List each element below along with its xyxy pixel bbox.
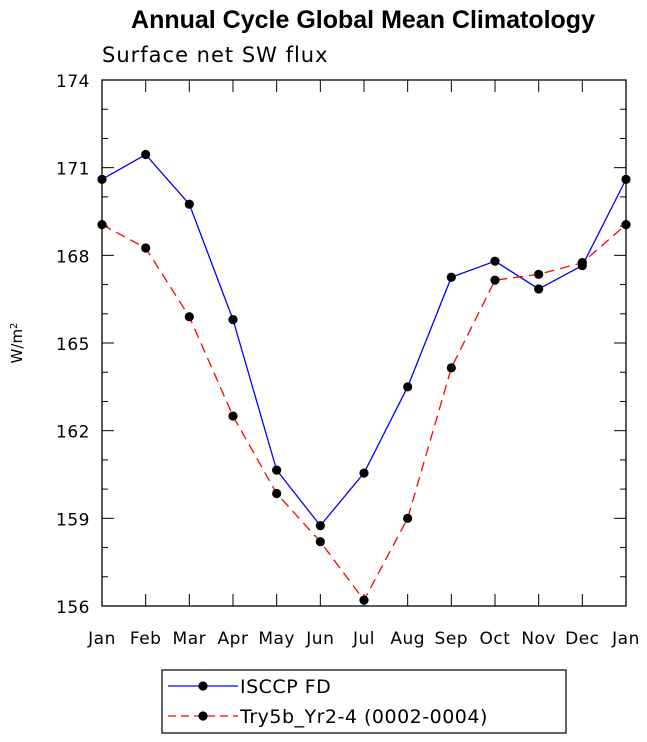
- y-tick-label: 162: [56, 423, 90, 443]
- legend: ISCCP FD Try5b_Yr2-4 (0002-0004): [161, 669, 567, 734]
- data-point: [403, 513, 413, 523]
- y-tick-label: 156: [56, 598, 90, 618]
- chart-subtitle: Surface net SW flux: [102, 43, 329, 67]
- data-point: [403, 382, 413, 392]
- data-point: [315, 537, 325, 547]
- series-points: [97, 149, 631, 605]
- data-point: [272, 488, 282, 499]
- y-axis-label-base: W/m: [8, 329, 26, 364]
- x-tick-label: Dec: [565, 629, 599, 649]
- x-tick-label: Sep: [435, 629, 469, 649]
- x-tick-label: May: [258, 629, 295, 649]
- y-axis-label: W/m2: [8, 323, 26, 364]
- data-point: [315, 521, 325, 531]
- legend-box: [161, 669, 567, 734]
- chart-title: Annual Cycle Global Mean Climatology: [131, 6, 595, 34]
- data-point: [359, 595, 369, 605]
- y-tick-label: 165: [56, 335, 90, 355]
- data-point: [272, 465, 282, 475]
- data-point: [184, 199, 194, 209]
- x-tick-label: Mar: [173, 629, 207, 649]
- data-point: [228, 411, 238, 421]
- axis-ticks: [101, 79, 627, 607]
- x-tick-label: Jun: [305, 629, 334, 649]
- series-line-2: [101, 224, 627, 602]
- x-tick-label: Jul: [352, 629, 375, 649]
- legend-swatch-marker: [198, 711, 208, 721]
- data-point: [359, 468, 369, 478]
- data-point: [490, 275, 500, 285]
- data-point: [490, 256, 500, 266]
- y-tick-label: 171: [56, 160, 90, 180]
- data-point: [141, 243, 151, 253]
- legend-label: ISCCP FD: [240, 676, 331, 698]
- data-point: [534, 284, 544, 294]
- legend-label: Try5b_Yr2-4 (0002-0004): [239, 706, 488, 728]
- x-tick-label: Jan: [87, 629, 116, 649]
- y-tick-label: 174: [56, 72, 90, 92]
- data-point: [446, 363, 456, 373]
- series-lines: [101, 153, 627, 602]
- data-point: [228, 315, 238, 325]
- y-tick-labels: 156 159 162 165 168 171 174: [56, 72, 90, 618]
- x-tick-label: Apr: [218, 629, 249, 649]
- x-tick-label: Oct: [480, 629, 511, 649]
- y-axis-label-superscript: 2: [9, 323, 20, 329]
- x-tick-label: Aug: [390, 629, 425, 649]
- y-tick-label: 168: [56, 247, 90, 267]
- data-point: [446, 272, 456, 282]
- data-point: [184, 312, 194, 322]
- data-point: [577, 258, 587, 268]
- legend-swatch-marker: [198, 681, 208, 691]
- x-tick-label: Jan: [611, 629, 640, 649]
- y-tick-label: 159: [56, 510, 90, 530]
- x-tick-labels: Jan Feb Mar Apr May Jun Jul Aug Sep Oct Nov Dec Jan: [87, 629, 640, 649]
- data-point: [141, 149, 151, 160]
- plot-frame: [101, 79, 627, 607]
- x-tick-label: Feb: [130, 629, 162, 649]
- x-tick-label: Nov: [521, 629, 556, 649]
- data-point: [534, 269, 544, 279]
